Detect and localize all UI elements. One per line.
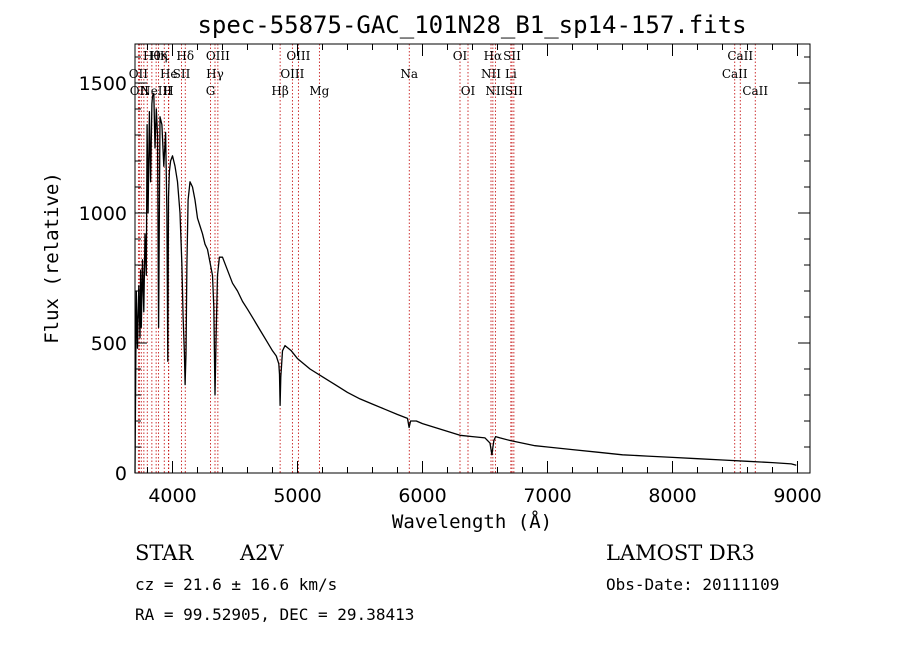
spectral-line-label: NeIII: [140, 84, 172, 98]
spectral-line-label: G: [206, 84, 216, 98]
spectral-line-label: H: [163, 84, 173, 98]
x-tick-label: 6000: [398, 485, 446, 507]
spectrum-line: [134, 92, 797, 474]
survey-release: LAMOST DR3: [606, 541, 755, 565]
spectral-line-label: SII: [505, 84, 523, 98]
y-tick-label: 0: [115, 463, 127, 485]
x-tick-label: 8000: [648, 485, 696, 507]
spectral-line-label: Hδ: [176, 49, 194, 63]
spectral-line-label: OIII: [206, 49, 230, 63]
x-tick-label: 4000: [148, 485, 196, 507]
line-labels: OIIOIIHθNeIIIHηKHeHSIIHδGHγOIIIHβOIIIOII…: [129, 49, 769, 98]
redshift-cz: cz = 21.6 ± 16.6 km/s: [135, 575, 337, 594]
spectral-line-label: CaII: [722, 67, 748, 81]
line-markers: [137, 44, 756, 473]
spectral-line-label: OIII: [280, 67, 304, 81]
spectral-line-label: Hγ: [206, 67, 224, 81]
spectral-line-label: SII: [503, 49, 521, 63]
spectral-line-label: SII: [173, 67, 191, 81]
spectral-line-label: NII: [485, 84, 505, 98]
chart-title: spec-55875-GAC_101N28_B1_sp14-157.fits: [197, 11, 746, 39]
spectral-line-label: Na: [400, 67, 418, 81]
y-tick-label: 1500: [79, 73, 127, 95]
y-axis-label: Flux (relative): [41, 172, 63, 344]
spectral-line-label: Hθ: [143, 49, 161, 63]
spectral-line-label: OII: [129, 67, 149, 81]
spectrum-layer: [134, 92, 797, 474]
spectral-line-label: Mg: [309, 84, 329, 98]
spectral-line-label: CaII: [727, 49, 753, 63]
observation-date: Obs-Date: 20111109: [606, 575, 779, 594]
spectral-line-label: NII: [481, 67, 501, 81]
plot-frame: [134, 43, 811, 474]
spectral-line-label: He: [160, 67, 178, 81]
y-axis-ticks: 0 500 1000 1500: [79, 56, 810, 485]
spectral-line-label: Li: [505, 67, 517, 81]
spectral-line-label: Hα: [484, 49, 503, 63]
spectral-line-label: OI: [461, 84, 476, 98]
x-tick-label: 7000: [523, 485, 571, 507]
spectral-line-label: OIII: [286, 49, 310, 63]
x-tick-label: 5000: [273, 485, 321, 507]
spectral-line-label: K: [160, 49, 170, 63]
coordinates: RA = 99.52905, DEC = 29.38413: [135, 605, 414, 624]
x-axis-label: Wavelength (Å): [392, 510, 552, 533]
spectral-line-label: Hβ: [271, 84, 288, 98]
y-tick-label: 1000: [79, 203, 127, 225]
x-tick-label: 9000: [773, 485, 821, 507]
object-class: STAR: [135, 541, 194, 565]
spectral-line-label: OI: [453, 49, 468, 63]
spectral-line-label: Hη: [150, 49, 168, 63]
spectral-line-label: CaII: [742, 84, 768, 98]
y-tick-label: 500: [91, 333, 127, 355]
x-axis-ticks: 4000 5000 6000 7000 8000 9000: [147, 44, 822, 507]
spectral-subclass: A2V: [239, 541, 285, 565]
